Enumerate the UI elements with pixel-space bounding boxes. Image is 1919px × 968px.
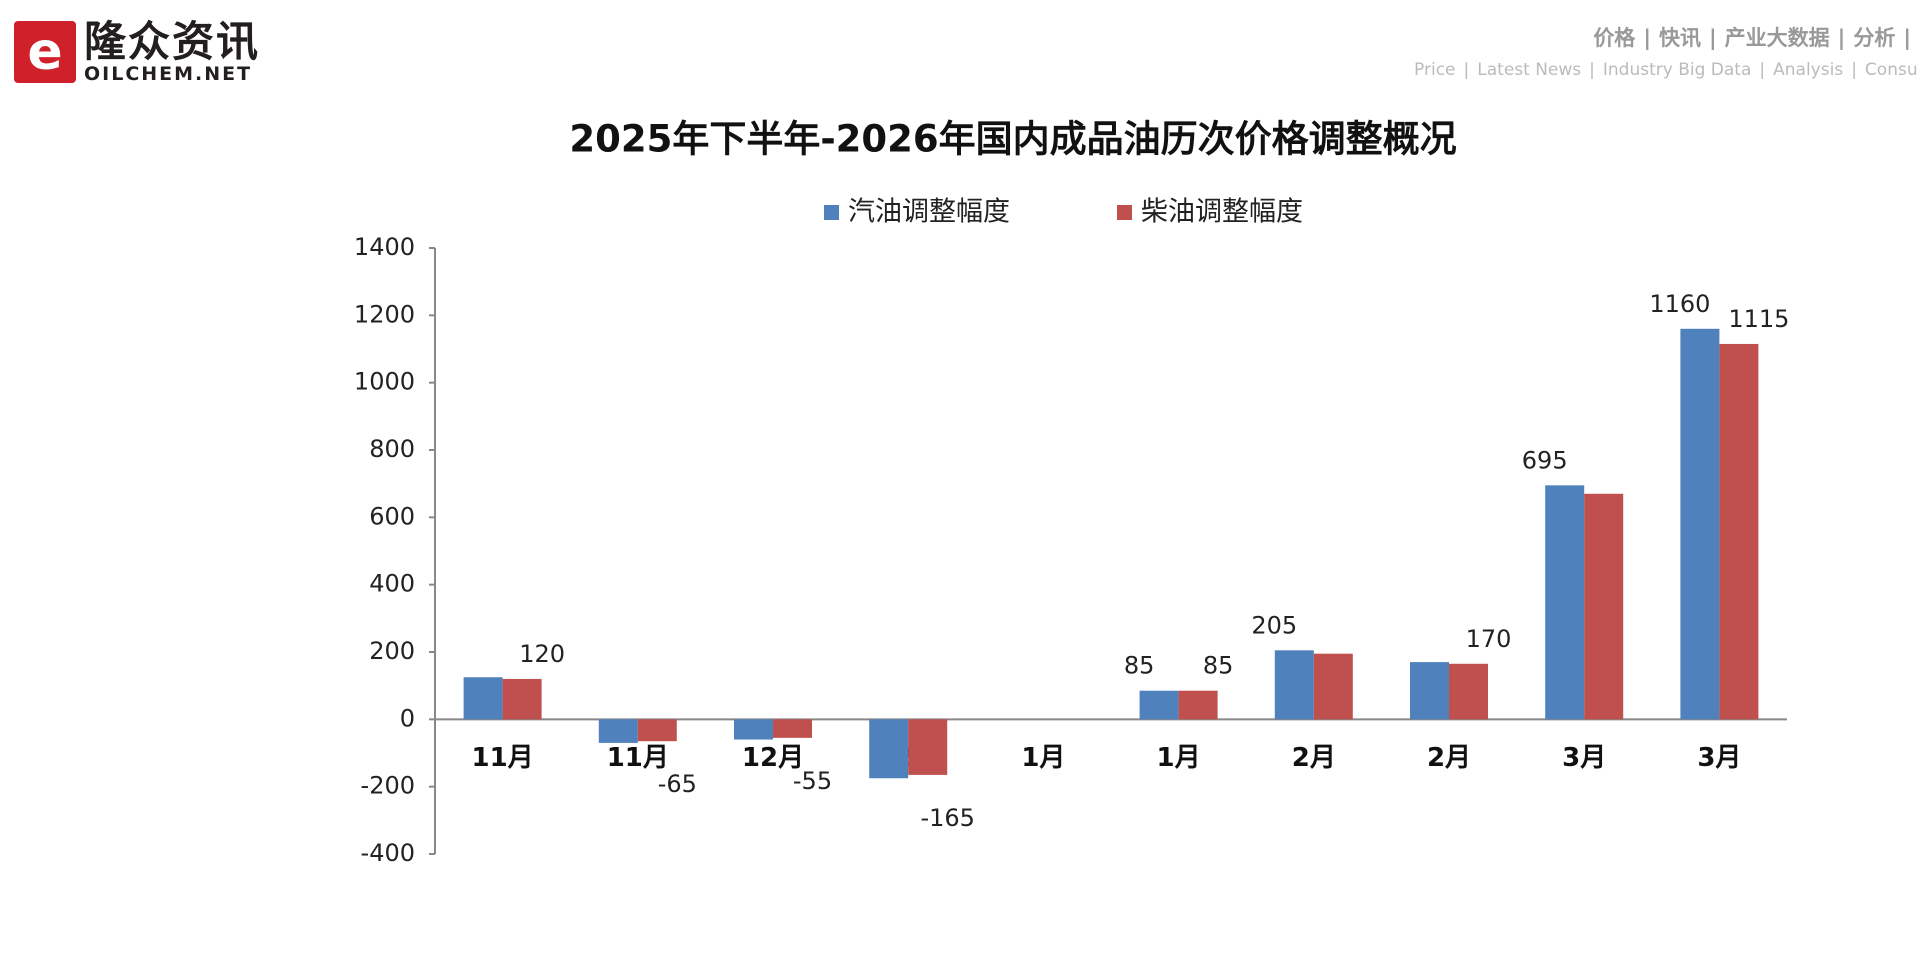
y-tick-label: 800 <box>369 435 415 463</box>
bar <box>1178 690 1218 720</box>
y-tick-label: -400 <box>361 839 415 867</box>
y-tick-label: 1000 <box>354 368 415 396</box>
y-tick-label: 1400 <box>354 233 415 261</box>
x-tick-label: 2月 <box>1292 743 1336 773</box>
nav-item[interactable]: Consult <box>1864 60 1919 80</box>
nav-item[interactable]: 分析 <box>1853 26 1896 50</box>
x-tick-label: 12月 <box>877 743 939 773</box>
data-label: -55 <box>793 767 832 795</box>
y-tick-label: 200 <box>369 637 415 665</box>
x-tick-label: 2月 <box>1427 743 1471 773</box>
bar <box>869 719 909 779</box>
nav: 价格 | 快讯 | 产业大数据 | 分析 | Price | Latest News | Indust… <box>1414 22 1919 80</box>
bar <box>502 678 542 720</box>
legend-swatch <box>824 205 839 220</box>
data-label: 1115 <box>1728 305 1789 333</box>
data-label: 120 <box>519 640 565 668</box>
bar <box>734 719 773 740</box>
nav-item[interactable]: 产业大数据 <box>1724 26 1830 50</box>
x-tick-label: 3月 <box>1697 743 1741 773</box>
nav-item[interactable]: Latest News <box>1477 60 1582 80</box>
chart-title: 2025年下半年-2026年国内成品油历次价格调整概况 <box>569 118 1456 161</box>
bar <box>598 719 638 743</box>
bar <box>1719 343 1759 720</box>
logo[interactable]: e 隆众资讯 OILCHEM.NET <box>14 20 260 84</box>
y-tick-label: -200 <box>361 772 415 800</box>
x-tick-label: 1月 <box>1157 743 1201 773</box>
nav-item[interactable]: Analysis <box>1773 60 1844 80</box>
bar <box>1449 663 1488 720</box>
x-tick-label: 11月 <box>472 743 534 773</box>
legend-label: 柴油调整幅度 <box>1141 197 1303 228</box>
bar <box>1139 690 1179 720</box>
bar <box>773 719 812 738</box>
nav-item[interactable]: Industry Big Data <box>1602 60 1752 80</box>
data-label: 85 <box>1124 652 1155 680</box>
y-tick-label: 400 <box>369 570 415 598</box>
logo-cn: 隆众资讯 <box>84 17 261 66</box>
data-label: 205 <box>1251 611 1297 639</box>
logo-icon: e <box>14 21 76 83</box>
x-tick-label: 11月 <box>607 743 669 773</box>
data-label: 170 <box>1466 625 1512 653</box>
bar <box>1584 493 1624 720</box>
bar <box>908 719 948 775</box>
y-tick-label: 0 <box>400 704 415 732</box>
nav-item[interactable]: 快讯 <box>1658 26 1701 50</box>
bar <box>1274 650 1314 720</box>
legend-label: 汽油调整幅度 <box>848 197 1010 228</box>
bar <box>637 719 677 742</box>
data-label: -65 <box>658 770 697 798</box>
y-tick-label: 600 <box>369 502 415 530</box>
data-label: -165 <box>920 804 974 832</box>
data-label: 1160 <box>1649 290 1710 318</box>
nav-item[interactable]: 价格 <box>1593 26 1636 50</box>
bar <box>1545 485 1585 720</box>
data-label: 695 <box>1522 446 1568 474</box>
x-tick-label: 1月 <box>1021 743 1065 773</box>
data-label: 85 <box>1203 652 1234 680</box>
x-tick-label: 12月 <box>742 743 804 773</box>
nav-item[interactable]: Price <box>1414 60 1456 80</box>
logo-en: OILCHEM.NET <box>84 63 253 85</box>
bar <box>463 677 503 720</box>
bar <box>1410 662 1449 720</box>
y-tick-label: 1200 <box>354 300 415 328</box>
x-tick-label: 3月 <box>1562 743 1606 773</box>
legend-swatch <box>1117 205 1132 220</box>
bar <box>1680 328 1720 720</box>
bar <box>1313 653 1353 720</box>
